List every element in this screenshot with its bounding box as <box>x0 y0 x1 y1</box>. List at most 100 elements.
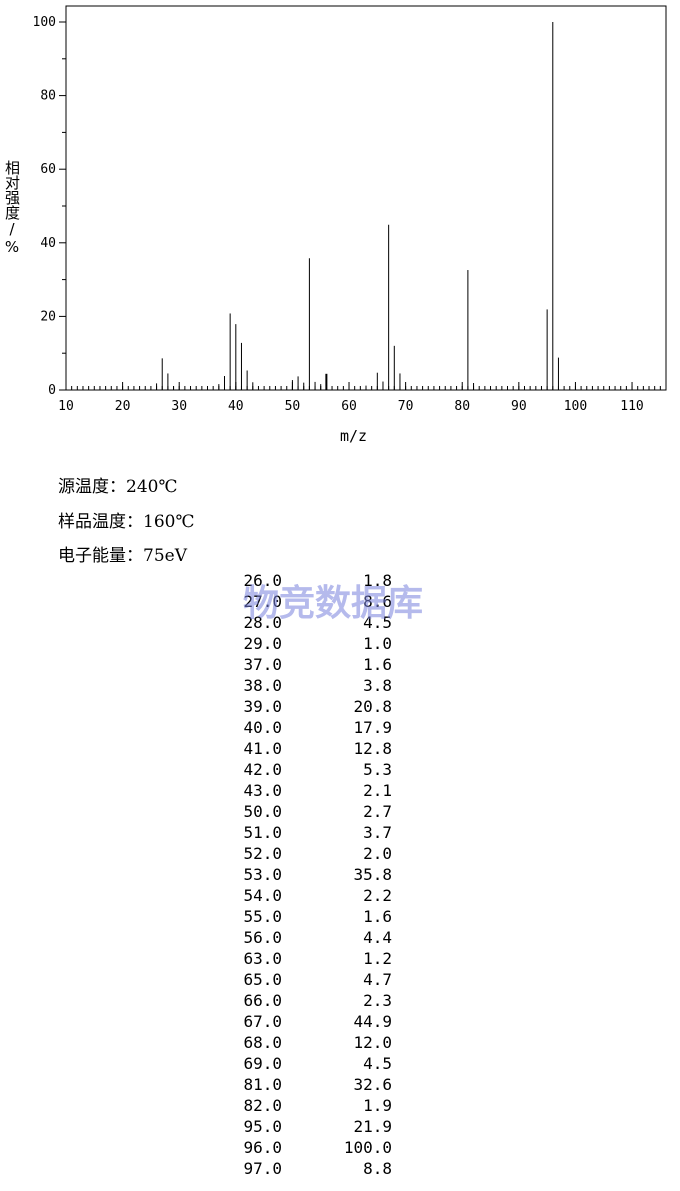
mz-value: 82.0 <box>243 1096 282 1115</box>
table-row: 51.0 3.7 <box>230 822 400 843</box>
x-tick-label: 10 <box>58 399 74 414</box>
y-tick-label: 0 <box>48 383 56 398</box>
mz-value: 43.0 <box>243 781 282 800</box>
watermark: 物竞数据库 <box>243 583 424 624</box>
intensity-value: 2.1 <box>363 781 392 800</box>
table-row: 82.0 1.9 <box>230 1095 400 1116</box>
intensity-value: 12.8 <box>353 739 392 758</box>
peak-table: 26.0 1.8 27.0 8.6 28.0 4.5 29.0 1.0 37.0 1.6 38.0 3… <box>230 570 400 1179</box>
table-row: 66.0 2.3 <box>230 990 400 1011</box>
table-row: 67.0 44.9 <box>230 1011 400 1032</box>
intensity-value: 32.6 <box>353 1075 392 1094</box>
intensity-value: 35.8 <box>353 865 392 884</box>
mz-value: 40.0 <box>243 718 282 737</box>
mz-value: 52.0 <box>243 844 282 863</box>
y-ticks: 0 20 40 60 80 100 <box>33 15 66 398</box>
table-row: 68.0 12.0 <box>230 1032 400 1053</box>
table-row: 81.0 32.6 <box>230 1074 400 1095</box>
table-row: 55.0 1.6 <box>230 906 400 927</box>
y-axis-label: 相对强度/% <box>3 160 21 256</box>
mz-value: 39.0 <box>243 697 282 716</box>
mz-value: 97.0 <box>243 1159 282 1178</box>
table-row: 26.0 1.8 <box>230 570 400 591</box>
table-row: 38.0 3.8 <box>230 675 400 696</box>
mz-value: 50.0 <box>243 802 282 821</box>
intensity-value: 20.8 <box>353 697 392 716</box>
table-row: 50.0 2.7 <box>230 801 400 822</box>
mz-value: 81.0 <box>243 1075 282 1094</box>
mz-value: 27.0 <box>243 592 282 611</box>
table-row: 41.0 12.8 <box>230 738 400 759</box>
x-tick-label: 40 <box>228 399 244 414</box>
intensity-value: 3.8 <box>363 676 392 695</box>
intensity-value: 4.5 <box>363 613 392 632</box>
mz-value: 51.0 <box>243 823 282 842</box>
x-tick-label: 30 <box>171 399 187 414</box>
intensity-value: 2.2 <box>363 886 392 905</box>
x-tick-label: 80 <box>454 399 470 414</box>
mz-value: 28.0 <box>243 613 282 632</box>
table-row: 65.0 4.7 <box>230 969 400 990</box>
mz-value: 69.0 <box>243 1054 282 1073</box>
table-row: 40.0 17.9 <box>230 717 400 738</box>
intensity-value: 17.9 <box>353 718 392 737</box>
table-row: 95.0 21.9 <box>230 1116 400 1137</box>
mz-value: 67.0 <box>243 1012 282 1031</box>
intensity-value: 3.7 <box>363 823 392 842</box>
intensity-value: 2.0 <box>363 844 392 863</box>
x-tick-label: 100 <box>564 399 587 414</box>
intensity-value: 1.9 <box>363 1096 392 1115</box>
table-row: 63.0 1.2 <box>230 948 400 969</box>
mz-value: 26.0 <box>243 571 282 590</box>
spectrum-peaks <box>156 22 559 390</box>
mz-value: 54.0 <box>243 886 282 905</box>
y-tick-label: 100 <box>33 15 56 30</box>
x-tick-label: 60 <box>341 399 357 414</box>
table-row: 56.0 4.4 <box>230 927 400 948</box>
table-row: 37.0 1.6 <box>230 654 400 675</box>
x-axis-label: m/z <box>340 427 368 445</box>
mz-value: 38.0 <box>243 676 282 695</box>
intensity-value: 2.3 <box>363 991 392 1010</box>
intensity-value: 21.9 <box>353 1117 392 1136</box>
intensity-value: 8.6 <box>363 592 392 611</box>
table-row: 52.0 2.0 <box>230 843 400 864</box>
table-row: 43.0 2.1 <box>230 780 400 801</box>
table-row: 29.0 1.0 <box>230 633 400 654</box>
intensity-value: 1.8 <box>363 571 392 590</box>
mz-value: 95.0 <box>243 1117 282 1136</box>
mz-value: 41.0 <box>243 739 282 758</box>
y-tick-label: 80 <box>40 89 56 104</box>
mz-value: 56.0 <box>243 928 282 947</box>
table-row: 53.0 35.8 <box>230 864 400 885</box>
mz-value: 66.0 <box>243 991 282 1010</box>
x-tick-label: 50 <box>285 399 301 414</box>
mass-spectrum-chart: 10 20 30 40 50 60 70 80 90 100 110 0 20 40 60 80 100 <box>33 5 667 414</box>
intensity-value: 12.0 <box>353 1033 392 1052</box>
intensity-value: 1.6 <box>363 907 392 926</box>
x-tick-label: 70 <box>398 399 414 414</box>
intensity-value: 1.2 <box>363 949 392 968</box>
sample-temperature: 样品温度：160℃ <box>58 512 195 532</box>
y-tick-label: 40 <box>40 236 56 251</box>
table-row: 96.0 100.0 <box>230 1137 400 1158</box>
intensity-value: 4.5 <box>363 1054 392 1073</box>
table-row: 54.0 2.2 <box>230 885 400 906</box>
intensity-value: 4.4 <box>363 928 392 947</box>
table-row: 42.0 5.3 <box>230 759 400 780</box>
plot-frame <box>65 5 667 391</box>
intensity-value: 100.0 <box>343 1138 392 1157</box>
electron-energy: 电子能量：75eV <box>58 546 187 566</box>
intensity-value: 5.3 <box>363 760 392 779</box>
mz-value: 55.0 <box>243 907 282 926</box>
table-row: 39.0 20.8 <box>230 696 400 717</box>
x-major-ticks: 10 20 30 40 50 60 70 80 90 100 110 <box>58 382 644 414</box>
intensity-value: 44.9 <box>353 1012 392 1031</box>
mz-value: 63.0 <box>243 949 282 968</box>
mz-value: 42.0 <box>243 760 282 779</box>
table-row: 28.0 4.5 <box>230 612 400 633</box>
mz-value: 37.0 <box>243 655 282 674</box>
mz-value: 68.0 <box>243 1033 282 1052</box>
intensity-value: 8.8 <box>363 1159 392 1178</box>
intensity-value: 1.0 <box>363 634 392 653</box>
